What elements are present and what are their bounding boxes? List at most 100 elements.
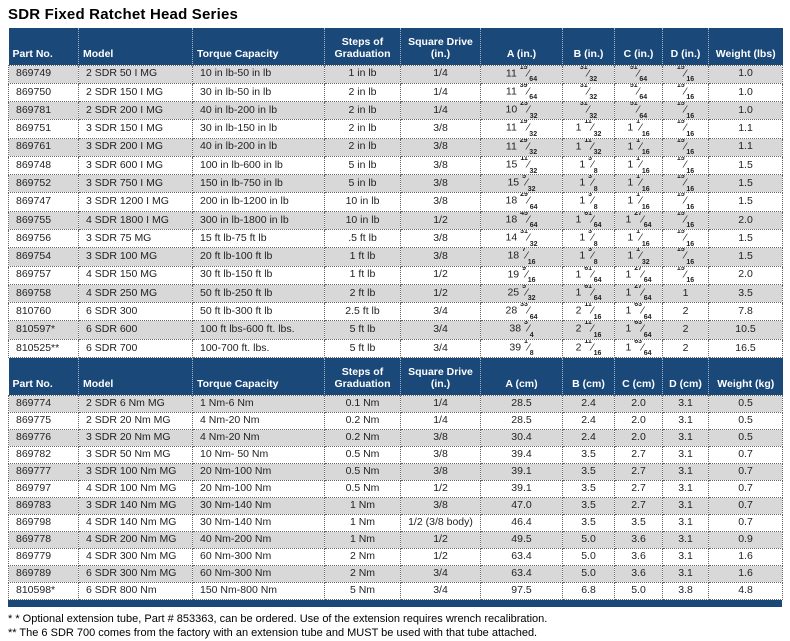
table-cell: 5.0: [563, 548, 615, 565]
table-cell: 3/4: [401, 321, 481, 339]
table-cell: 7.8: [709, 303, 783, 321]
table-cell: 6 SDR 600: [79, 321, 193, 339]
table-cell: 810760: [9, 303, 79, 321]
table-cell: 10 23⁄32: [481, 102, 563, 120]
table-cell: 869756: [9, 230, 79, 248]
table-cell: 4 SDR 100 Nm MG: [79, 480, 193, 497]
table-cell: 6.8: [563, 582, 615, 599]
table-cell: 1: [663, 284, 709, 302]
column-header: Torque Capacity: [193, 28, 325, 65]
table-cell: 15⁄16: [663, 230, 709, 248]
table-cell: 1 in lb: [325, 65, 401, 83]
table-cell: 1/2: [401, 548, 481, 565]
table-cell: 3 SDR 600 I MG: [79, 156, 193, 174]
table-cell: 869757: [9, 266, 79, 284]
table-cell: 11 39⁄64: [481, 83, 563, 101]
table-cell: 1/2 (3/8 body): [401, 514, 481, 531]
table-cell: 1 1⁄16: [615, 156, 663, 174]
table-cell: 5 in lb: [325, 175, 401, 193]
table-cell: 15⁄16: [663, 138, 709, 156]
table-cell: 1 61⁄64: [563, 211, 615, 229]
table-cell: 28.5: [481, 412, 563, 429]
table-cell: 97.5: [481, 582, 563, 599]
table-cell: 2 SDR 20 Nm MG: [79, 412, 193, 429]
table-cell: 3.1: [663, 463, 709, 480]
table-cell: 2 Nm: [325, 548, 401, 565]
table-cell: 2.7: [615, 497, 663, 514]
table-cell: 31⁄32: [563, 102, 615, 120]
table-cell: 15⁄16: [663, 193, 709, 211]
column-header: C (in.): [615, 28, 663, 65]
table-cell: 1 1⁄32: [615, 248, 663, 266]
table-cell: 11 19⁄32: [481, 120, 563, 138]
table-cell: 3.1: [663, 395, 709, 412]
table-cell: 5.0: [615, 582, 663, 599]
table-cell: 2 11⁄16: [563, 339, 615, 357]
table-cell: 25 5⁄32: [481, 284, 563, 302]
table-cell: 1.0: [709, 102, 783, 120]
table-cell: 3/4: [401, 582, 481, 599]
table-cell: 3.1: [663, 531, 709, 548]
table-cell: 3 SDR 50 Nm MG: [79, 446, 193, 463]
table-cell: 3.1: [663, 412, 709, 429]
table-cell: 1/4: [401, 83, 481, 101]
table-cell: 1 63⁄64: [615, 339, 663, 357]
column-header: Part No.: [9, 358, 79, 395]
column-header: Square Drive (in.): [401, 28, 481, 65]
table-cell: 1/4: [401, 65, 481, 83]
column-header: Steps of Graduation: [325, 28, 401, 65]
table-cell: 20 ft lb-100 ft lb: [193, 248, 325, 266]
table-cell: 51⁄64: [615, 102, 663, 120]
table-cell: 15⁄16: [663, 266, 709, 284]
table-cell: 2.4: [563, 412, 615, 429]
column-header: Weight (kg): [709, 358, 783, 395]
table-cell: 1.1: [709, 120, 783, 138]
table-cell: 1 63⁄64: [615, 303, 663, 321]
table-cell: 2.7: [615, 446, 663, 463]
table-cell: 2: [663, 339, 709, 357]
table-cell: 1 63⁄64: [615, 321, 663, 339]
table-cell: 0.5 Nm: [325, 480, 401, 497]
table-cell: 40 in lb-200 in lb: [193, 102, 325, 120]
table-cell: 1/4: [401, 395, 481, 412]
table-cell: 1.6: [709, 565, 783, 582]
table-cell: 40 Nm-200 Nm: [193, 531, 325, 548]
table-cell: 100 ft lbs-600 ft. lbs.: [193, 321, 325, 339]
table-cell: 1 1⁄16: [615, 193, 663, 211]
table-cell: 3/8: [401, 429, 481, 446]
table-cell: 869782: [9, 446, 79, 463]
table-cell: 3.1: [663, 565, 709, 582]
table-cell: 2 11⁄16: [563, 303, 615, 321]
table-cell: 60 Nm-300 Nm: [193, 548, 325, 565]
table-cell: 869755: [9, 211, 79, 229]
table-cell: 50 ft lb-250 ft lb: [193, 284, 325, 302]
table-cell: 16.5: [709, 339, 783, 357]
table-cell: 3/8: [401, 497, 481, 514]
table-cell: 869747: [9, 193, 79, 211]
table-cell: 1 Nm: [325, 514, 401, 531]
table-cell: 28.5: [481, 395, 563, 412]
table-cell: 5 ft lb: [325, 321, 401, 339]
table-cell: 39 1⁄8: [481, 339, 563, 357]
table-cell: 4 SDR 200 Nm MG: [79, 531, 193, 548]
table-cell: 15⁄16: [663, 175, 709, 193]
table-cell: 1/2: [401, 211, 481, 229]
table-cell: 2 in lb: [325, 83, 401, 101]
table-cell: 1 11⁄32: [563, 120, 615, 138]
table-cell: 3 SDR 150 I MG: [79, 120, 193, 138]
table-cell: 1 3⁄8: [563, 230, 615, 248]
table-cell: 2: [663, 321, 709, 339]
table-bottom-bar: [8, 600, 782, 607]
